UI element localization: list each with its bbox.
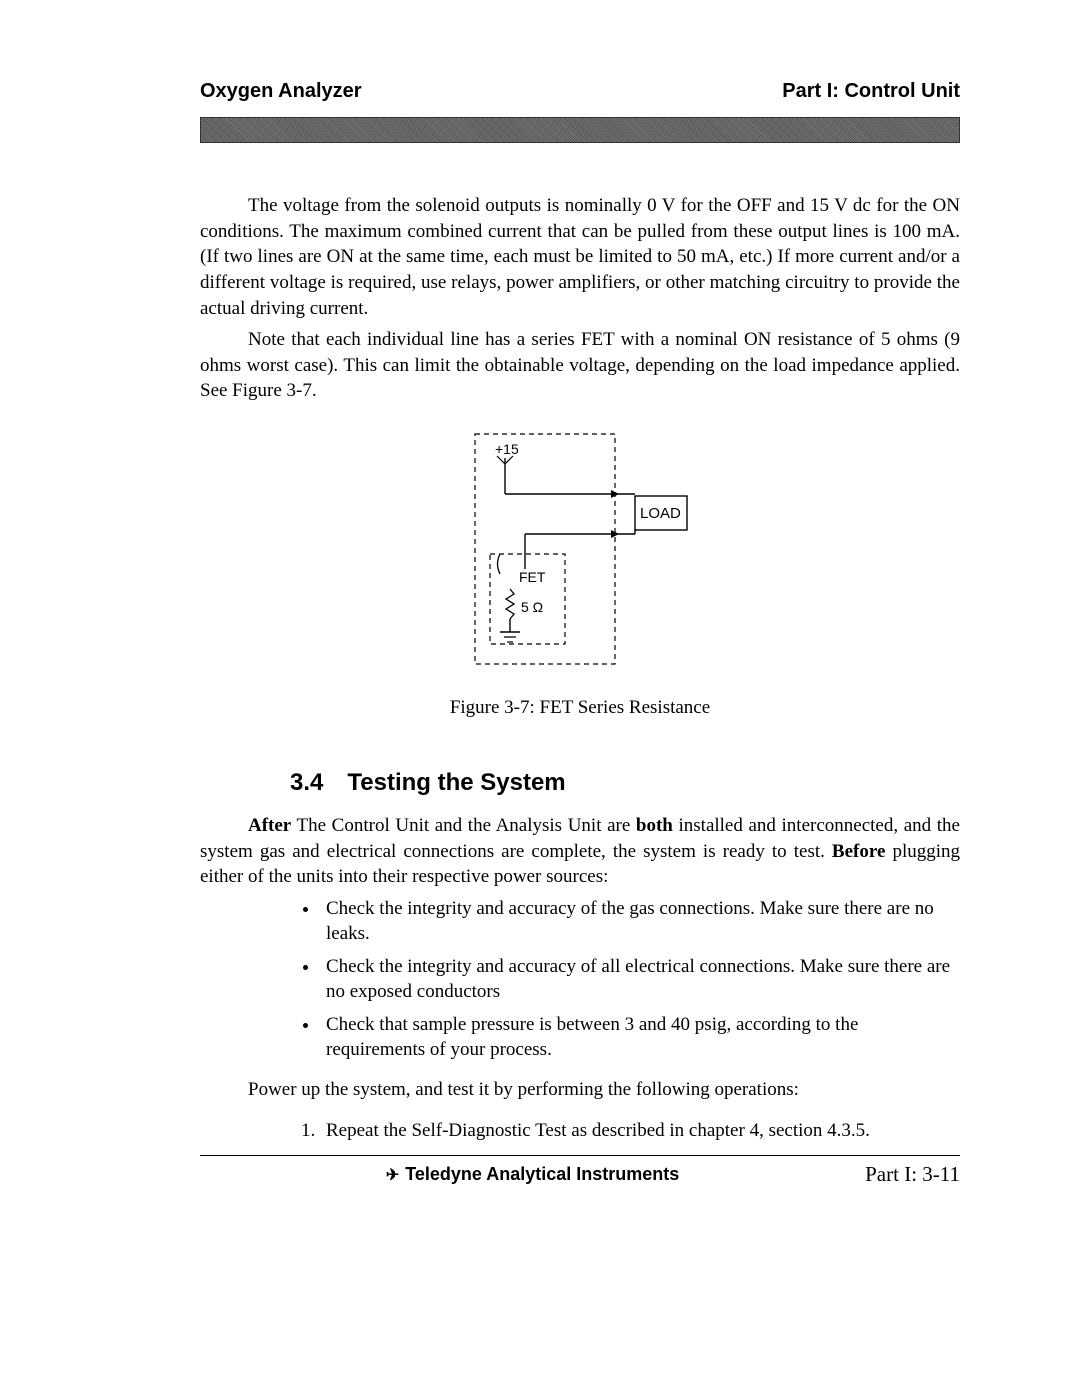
word-before: Before [832,841,885,862]
page: Oxygen Analyzer Part I: Control Unit The… [0,0,1080,1397]
section-title: Testing the System [347,769,565,796]
page-footer: ✈ Teledyne Analytical Instruments Part I:… [200,1155,960,1187]
section-heading: 3.4 Testing the System [290,769,960,797]
after-paragraph: After The Control Unit and the Analysis … [200,813,960,890]
powerup-paragraph-wrap: Power up the system, and test it by perf… [200,1077,960,1103]
body-text: The voltage from the solenoid outputs is… [200,193,960,404]
header-right: Part I: Control Unit [782,80,960,103]
section-body: After The Control Unit and the Analysis … [200,813,960,890]
checklist: Check the integrity and accuracy of the … [320,896,960,1062]
header-divider-bar [200,117,960,143]
list-item: Check the integrity and accuracy of all … [320,954,960,1004]
footer-company: Teledyne Analytical Instruments [405,1164,679,1184]
footer-center: ✈ Teledyne Analytical Instruments [200,1164,865,1185]
label-plus15: +15 [495,441,519,457]
footer-page-number: Part I: 3-11 [865,1162,960,1187]
running-header: Oxygen Analyzer Part I: Control Unit [200,80,960,103]
teledyne-logo-icon: ✈ [386,1167,399,1184]
dashed-boundary [475,434,615,664]
wire [497,456,505,464]
wire [505,456,513,464]
circuit-diagram: +15 LOAD [465,424,695,674]
text: The Control Unit and the Analysis Unit a… [291,815,636,836]
paragraph-1: The voltage from the solenoid outputs is… [200,193,960,321]
word-both: both [636,815,673,836]
figure-caption: Figure 3-7: FET Series Resistance [200,697,960,719]
section-number: 3.4 [290,769,323,796]
label-fet: FET [519,569,546,585]
word-after: After [248,815,291,836]
resistor-icon [506,589,514,619]
label-resistance: 5 Ω [521,599,543,615]
paragraph-2: Note that each individual line has a ser… [200,327,960,404]
wire [498,554,501,574]
operations-list: Repeat the Self-Diagnostic Test as descr… [320,1118,960,1143]
powerup-paragraph: Power up the system, and test it by perf… [200,1077,960,1103]
list-item: Repeat the Self-Diagnostic Test as descr… [320,1118,960,1143]
list-item: Check the integrity and accuracy of the … [320,896,960,946]
list-item: Check that sample pressure is between 3 … [320,1012,960,1062]
label-load: LOAD [640,505,681,522]
figure-3-7: +15 LOAD [200,424,960,679]
header-left: Oxygen Analyzer [200,80,362,103]
